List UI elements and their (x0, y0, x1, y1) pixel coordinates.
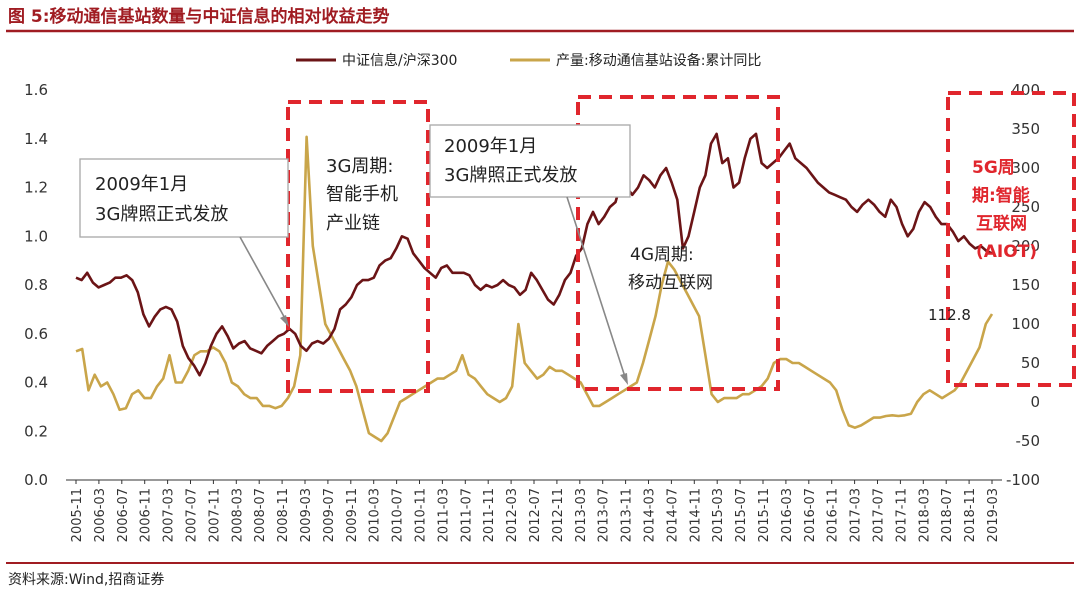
x-tick-label: 2018-03 (917, 488, 932, 542)
callout-arrow (566, 196, 627, 381)
chart-legend: 中证信息/沪深300 产量:移动通信基站设备:累计同比 (296, 52, 761, 69)
x-tick-label: 2011-03 (436, 488, 451, 542)
y-right-tick-label: 200 (1011, 237, 1040, 255)
x-tick-label: 2012-07 (528, 488, 543, 542)
y-right-tick-label: 400 (1011, 81, 1040, 99)
x-tick-label: 2010-11 (414, 488, 429, 542)
callout-arrowhead (280, 315, 289, 327)
cycle-highlight-boxes (286, 91, 1076, 393)
x-tick-label: 2009-03 (299, 488, 314, 542)
x-tick-label: 2012-03 (505, 488, 520, 542)
x-tick-label: 2016-03 (780, 488, 795, 542)
highlight-box-4g-cycle (576, 95, 780, 391)
x-tick-label: 2010-07 (391, 488, 406, 542)
label-3g-cycle: 产业链 (326, 213, 380, 234)
x-tick-label: 2015-07 (734, 488, 749, 542)
y-right-tick-label: -50 (1016, 432, 1041, 450)
x-tick-label: 2007-03 (162, 488, 177, 542)
source-note: 资料来源:Wind,招商证券 (8, 572, 164, 588)
y-left-tick-label: 0.6 (24, 325, 48, 343)
y-left-tick-label: 0.2 (24, 422, 48, 440)
x-tick-label: 2009-11 (345, 488, 360, 542)
y-right-tick-label: 50 (1021, 354, 1040, 372)
x-tick-label: 2010-03 (368, 488, 383, 542)
series-line-relative-index (75, 132, 993, 377)
y-right-tick-label: 0 (1030, 393, 1040, 411)
y-right-tick-label: 150 (1011, 276, 1040, 294)
highlight-box-3g-cycle (286, 100, 430, 393)
callout-line: 3G牌照正式发放 (444, 165, 577, 186)
x-tick-label: 2006-11 (139, 488, 154, 542)
x-tick-label: 2006-07 (116, 488, 131, 542)
x-tick-label: 2015-11 (757, 488, 772, 542)
x-tick-label: 2009-07 (322, 488, 337, 542)
x-tick-label: 2016-11 (826, 488, 841, 542)
x-tick-label: 2011-11 (482, 488, 497, 542)
x-tick-label: 2017-11 (894, 488, 909, 542)
x-tick-label: 2017-07 (872, 488, 887, 542)
y-right-tick-label: 350 (1011, 120, 1040, 138)
y-right-tick-label: 300 (1011, 159, 1040, 177)
x-tick-label: 2008-03 (230, 488, 245, 542)
highlight-box-5g-cycle (946, 91, 1076, 387)
x-tick-label: 2016-07 (803, 488, 818, 542)
x-tick-label: 2008-11 (276, 488, 291, 542)
y-left-tick-label: 0.8 (24, 276, 48, 294)
label-4g-cycle: 移动互联网 (628, 273, 713, 293)
label-3g-cycle: 3G周期: (326, 156, 393, 177)
x-tick-label: 2005-11 (70, 488, 85, 542)
x-tick-label: 2007-11 (207, 488, 222, 542)
x-tick-label: 2014-11 (688, 488, 703, 542)
x-tick-label: 2008-07 (253, 488, 268, 542)
x-tick-label: 2011-07 (459, 488, 474, 542)
callout-line: 2009年1月 (95, 174, 188, 195)
x-tick-label: 2007-07 (185, 488, 200, 542)
y-left-tick-label: 1.0 (24, 227, 48, 245)
x-tick-label: 2013-07 (597, 488, 612, 542)
label-5g-cycle: (AIOT) (976, 242, 1037, 262)
label-3g-cycle: 智能手机 (326, 184, 398, 205)
x-tick-label: 2012-11 (551, 488, 566, 542)
annotation-callouts: 2009年1月 3G牌照正式发放 2009年1月 3G牌照正式发放 (79, 124, 631, 385)
y-left-tick-label: 1.6 (24, 81, 48, 99)
y-right-tick-label: 250 (1011, 198, 1040, 216)
callout-line: 3G牌照正式发放 (95, 204, 228, 225)
label-5g-cycle: 5G周 (972, 158, 1015, 178)
x-tick-label: 2014-03 (643, 488, 658, 542)
x-axis: 2005-11 2006-03 2006-07 2006-11 2007-03 2007-… (70, 480, 1001, 542)
y-right-tick-label: -100 (1006, 471, 1040, 489)
x-tick-label: 2018-11 (963, 488, 978, 542)
x-tick-label: 2006-03 (93, 488, 108, 542)
y-right-tick-label: 100 (1011, 315, 1040, 333)
x-tick-label: 2019-03 (986, 488, 1001, 542)
callout-box-3g-license-2 (429, 124, 631, 198)
y-left-tick-label: 0.4 (24, 374, 48, 392)
legend-label-series-1: 中证信息/沪深300 (342, 52, 457, 69)
x-tick-label: 2013-11 (620, 488, 635, 542)
callout-arrow (239, 236, 288, 323)
x-tick-label: 2014-07 (665, 488, 680, 542)
data-label-last-value: 112.8 (928, 306, 971, 324)
plot-area: 0.0 0.2 0.4 0.6 0.8 1.0 1.2 1.4 1.6 -100 -50 0 50 10… (24, 81, 1076, 542)
label-5g-cycle: 期:智能 (972, 185, 1030, 206)
x-tick-label: 2017-03 (849, 488, 864, 542)
x-tick-label: 2018-07 (940, 488, 955, 542)
callout-arrowhead (620, 373, 628, 385)
label-4g-cycle: 4G周期: (630, 245, 694, 265)
label-5g-cycle: 互联网 (976, 214, 1027, 234)
legend-label-series-2: 产量:移动通信基站设备:累计同比 (556, 52, 761, 69)
series-line-production-growth (75, 135, 994, 443)
y-left-tick-label: 0.0 (24, 471, 48, 489)
x-tick-label: 2013-03 (574, 488, 589, 542)
figure-title: 图 5:移动通信基站数量与中证信息的相对收益走势 (8, 6, 390, 27)
callout-line: 2009年1月 (444, 136, 537, 157)
x-tick-label: 2015-03 (711, 488, 726, 542)
y-left-axis: 0.0 0.2 0.4 0.6 0.8 1.0 1.2 1.4 1.6 (24, 81, 48, 489)
y-left-tick-label: 1.4 (24, 130, 48, 148)
y-left-tick-label: 1.2 (24, 179, 48, 197)
y-right-axis: -100 -50 0 50 100 150 200 250 300 350 400 (1006, 81, 1040, 489)
callout-box-3g-license-1 (79, 158, 289, 238)
